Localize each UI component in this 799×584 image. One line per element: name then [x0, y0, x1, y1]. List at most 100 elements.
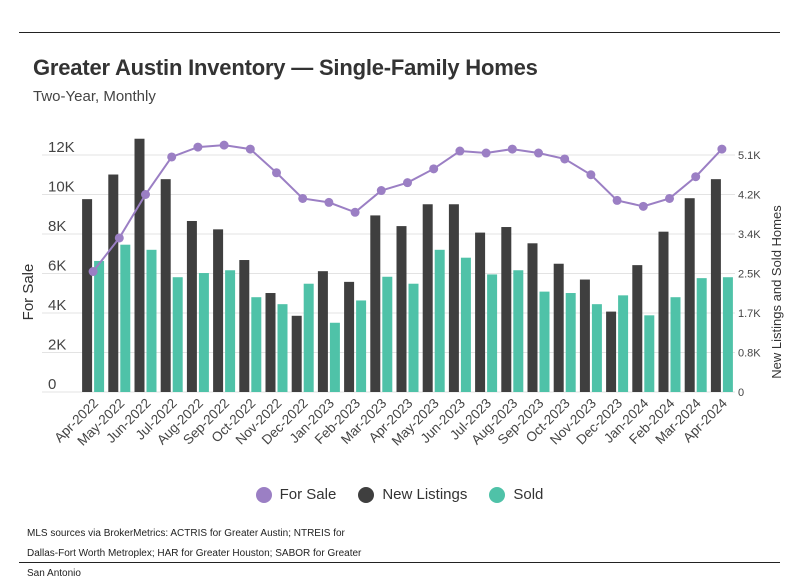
bar-sold — [198, 273, 209, 392]
for-sale-point — [429, 164, 439, 174]
bar-new-listings — [527, 243, 538, 392]
bar-sold — [670, 297, 681, 392]
bar-new-listings — [134, 138, 145, 392]
for-sale-point — [272, 168, 281, 178]
for-sale-point — [586, 170, 596, 180]
for-sale-point — [665, 193, 674, 203]
for-sale-line-series — [88, 140, 727, 277]
for-sale-point — [717, 144, 727, 154]
right-tick-label: 4.2K — [738, 190, 761, 202]
bar-new-listings — [317, 271, 328, 392]
for-sale-point — [507, 144, 517, 154]
left-tick-label: 8K — [48, 218, 66, 235]
chart-legend: For Sale New Listings Sold — [0, 486, 799, 503]
x-axis-ticks: Apr-2022May-2022Jun-2022Jul-2022Aug-2022… — [51, 395, 730, 448]
left-tick-label: 4K — [48, 297, 66, 314]
legend-item-new-listings[interactable]: New Listings — [358, 486, 467, 503]
for-sale-point — [481, 148, 491, 158]
bar-sold — [225, 270, 236, 392]
bar-new-listings — [710, 179, 721, 392]
for-sale-point — [534, 148, 543, 158]
bar-sold — [356, 300, 367, 392]
legend-item-sold[interactable]: Sold — [489, 486, 543, 503]
right-tick-label: 0 — [738, 387, 744, 399]
for-sale-point — [638, 201, 648, 211]
bar-sold — [696, 278, 707, 392]
bar-new-listings — [82, 199, 93, 392]
bar-new-listings — [606, 311, 617, 392]
bar-sold — [460, 257, 471, 392]
source-note: MLS sources via BrokerMetrics: ACTRIS fo… — [27, 528, 362, 579]
bar-new-listings — [684, 198, 695, 392]
legend-item-for-sale[interactable]: For Sale — [255, 486, 337, 503]
bottom-rule — [19, 562, 780, 563]
bar-new-listings — [396, 226, 407, 392]
chart-subtitle: Two-Year, Monthly — [33, 88, 156, 105]
bar-sold — [722, 277, 733, 392]
bar-new-listings — [344, 281, 355, 392]
left-tick-label: 2K — [48, 337, 66, 354]
right-tick-label: 3.4K — [738, 229, 761, 241]
right-tick-label: 2.5K — [738, 269, 761, 281]
bar-new-listings — [501, 227, 512, 392]
for-sale-point — [350, 207, 360, 217]
left-tick-label: 6K — [48, 258, 66, 275]
bar-new-listings — [475, 232, 486, 392]
for-sale-point — [298, 193, 308, 203]
legend-label-sold: Sold — [513, 486, 544, 503]
bar-sold — [277, 304, 288, 392]
for-sale-point — [612, 195, 622, 205]
legend-label-for-sale: For Sale — [279, 486, 337, 503]
right-tick-label: 5.1K — [738, 150, 761, 162]
left-tick-label: 10K — [48, 179, 75, 196]
legend-swatch-for-sale — [255, 486, 272, 503]
bar-new-listings — [422, 204, 433, 392]
top-rule — [19, 32, 780, 33]
bar-series — [82, 138, 733, 392]
left-axis-title: For Sale — [20, 264, 37, 321]
bar-new-listings — [291, 315, 302, 392]
bar-new-listings — [658, 231, 669, 392]
bar-new-listings — [160, 179, 171, 392]
left-axis-ticks: 0 2K 4K 6K 8K 10K 12K — [48, 139, 75, 393]
bar-sold — [591, 304, 602, 392]
bar-sold — [120, 244, 131, 392]
legend-swatch-sold — [489, 486, 506, 503]
right-axis-title: New Listings and Sold Homes — [769, 205, 784, 379]
for-sale-point — [245, 144, 255, 154]
bar-new-listings — [186, 220, 197, 392]
for-sale-point — [560, 154, 570, 164]
for-sale-point — [167, 152, 177, 162]
right-tick-label: 0.8K — [738, 348, 761, 360]
bar-sold — [251, 297, 262, 392]
legend-swatch-new-listings — [358, 486, 375, 503]
bar-sold — [382, 276, 393, 392]
for-sale-point — [691, 172, 701, 182]
for-sale-point — [455, 146, 465, 156]
bar-sold — [329, 322, 340, 392]
bar-new-listings — [448, 204, 459, 392]
bar-sold — [618, 295, 629, 392]
bar-sold — [539, 291, 550, 392]
bar-new-listings — [265, 293, 276, 392]
bar-new-listings — [370, 215, 381, 392]
right-axis-ticks: 0 0.8K 1.7K 2.5K 3.4K 4.2K 5.1K — [738, 150, 761, 399]
bar-new-listings — [213, 229, 224, 392]
bar-new-listings — [239, 260, 250, 392]
bar-new-listings — [108, 174, 119, 392]
for-sale-point — [114, 233, 124, 243]
left-tick-label: 12K — [48, 139, 75, 156]
bar-sold — [513, 270, 524, 392]
bar-sold — [487, 274, 498, 392]
left-tick-label: 0 — [48, 376, 56, 393]
bar-sold — [146, 249, 157, 392]
for-sale-point — [219, 140, 229, 150]
bar-new-listings — [579, 279, 590, 392]
for-sale-point — [376, 186, 386, 196]
for-sale-point — [193, 142, 203, 152]
for-sale-point — [141, 190, 150, 199]
for-sale-point — [88, 267, 98, 277]
bar-sold — [565, 293, 576, 392]
bar-new-listings — [553, 263, 564, 392]
